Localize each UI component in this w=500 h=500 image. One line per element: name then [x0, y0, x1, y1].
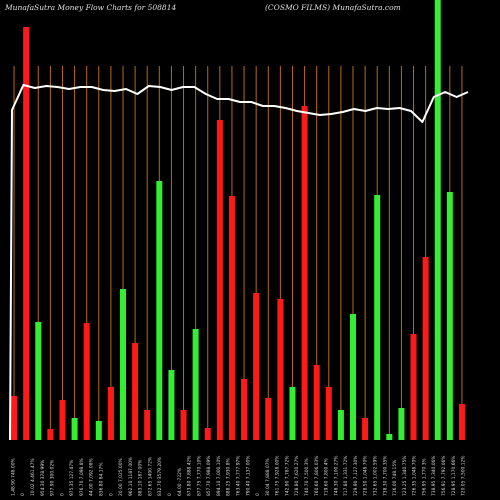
- flow-bar: [265, 398, 272, 440]
- x-tick-label: 894.10 7,000.10%: [216, 456, 222, 496]
- flow-bar: [204, 428, 211, 440]
- flow-bar: [144, 410, 151, 440]
- flow-bar: [313, 365, 320, 440]
- x-tick-label: 790.40 7,137.00%: [245, 456, 251, 496]
- flow-bar: [446, 192, 453, 440]
- flow-bar: [325, 387, 332, 440]
- x-tick-label: 0: [59, 493, 65, 496]
- flow-bar: [362, 418, 369, 440]
- x-tick-label: 728.95 1,170.66%: [451, 456, 457, 496]
- flow-bar: [241, 379, 248, 440]
- flow-bar: [337, 410, 344, 440]
- x-tick-label: 977.90 300.02%: [50, 460, 56, 496]
- x-tick-label: 756.95 1,770.3%: [422, 458, 428, 496]
- x-tick-label: 888.25 7,930.8%: [226, 458, 232, 496]
- x-tick-label: 719.60 7,800.4%: [324, 458, 330, 496]
- flow-bar: [83, 323, 90, 440]
- x-tick-label: 30.04 7,888.07%: [265, 458, 271, 496]
- x-tick-label: 763.40 7,777.97%: [236, 456, 242, 496]
- x-tick-label: 1,48.90 748.00%: [10, 458, 16, 496]
- flow-bar: [386, 434, 393, 440]
- x-tick-label: 832.70 3579.20%: [157, 457, 163, 496]
- x-tick-label: 728.50 1,048.70%: [363, 456, 369, 496]
- x-tick-label: 726.35 1,048.70%: [412, 456, 418, 496]
- flow-bar: [47, 429, 54, 440]
- flow-bar: [398, 408, 405, 440]
- x-tick-label: 883.10 187.00%: [138, 460, 144, 496]
- x-tick-label: 44.00 7,092.08%: [89, 458, 95, 496]
- x-tick-label: 729.90 7,127.30%: [353, 456, 359, 496]
- flow-bar: [132, 343, 139, 440]
- x-tick-label: 10.02 4,461.47%: [30, 458, 36, 496]
- price-line-group: [9, 84, 469, 441]
- x-tick-label: 877.75 7,770.10%: [196, 456, 202, 496]
- flow-bar: [434, 0, 441, 440]
- flow-bar: [253, 293, 260, 440]
- flow-bar: [71, 418, 78, 440]
- chart-subtitle: (COSMO FILMS) MunafaSutra.com: [265, 3, 401, 12]
- x-tick-label: 761.75 7,928.00%: [275, 456, 281, 496]
- x-tick-label: 728.80 7,620.27%: [294, 456, 300, 496]
- x-tick-label: 720.05 7,500.12%: [461, 456, 467, 496]
- x-tick-label: 954.30 378.99%: [40, 460, 46, 496]
- flow-bar: [410, 334, 417, 440]
- price-line: [9, 84, 469, 441]
- flow-bar: [59, 400, 66, 440]
- x-tick-label: 64.00 -722%: [177, 468, 183, 496]
- flow-bar: [168, 370, 175, 440]
- x-tick-label: 742.90 7,787.72%: [284, 456, 290, 496]
- flow-bar: [289, 387, 296, 440]
- flow-bar: [156, 181, 163, 440]
- flow-bar: [458, 404, 465, 440]
- x-tick-label: 732.65 1,002.59%: [373, 456, 379, 496]
- x-tick-label: 857.70 7,988.09%: [206, 456, 212, 496]
- flow-bar: [23, 27, 30, 440]
- x-tick-label: 0: [108, 493, 114, 496]
- flow-bar: [95, 421, 102, 440]
- x-tick-label: 748.30 7,100.27%: [333, 456, 339, 496]
- flow-bar: [228, 196, 235, 440]
- x-tick-label: 976.70 7,098.8%: [79, 458, 85, 496]
- flow-bar: [120, 289, 126, 440]
- flow-bar: [216, 120, 223, 440]
- flow-bar: [301, 106, 308, 440]
- x-tick-label: 962.10 1187.00%: [128, 457, 134, 496]
- x-tick-label: 760.60 7,806.03%: [314, 456, 320, 496]
- x-tick-label: 872.65 1400.72%: [147, 457, 153, 496]
- flow-bar: [350, 314, 356, 440]
- x-tick-labels: 1,48.90 748.00% 0 10.02 4,461.47% 954.30 37…: [10, 456, 466, 496]
- flow-bar: [374, 195, 381, 440]
- x-tick-label: 756.91 7,792.06%: [441, 456, 447, 496]
- x-tick-label: 738.30 7,700.35%: [382, 456, 388, 496]
- flow-bar: [192, 329, 199, 440]
- flow-bar: [35, 322, 42, 440]
- x-tick-label: 717.80 1,331.72%: [343, 456, 349, 496]
- x-tick-label: 740.70 7,500.3%: [304, 458, 310, 496]
- flow-bar: [11, 396, 18, 440]
- x-tick-label: 20.00 7,025.00%: [118, 458, 124, 496]
- flow-bars: [11, 0, 465, 440]
- x-tick-label: 975.35 127.47%: [69, 460, 75, 496]
- x-tick-label: 738.95 7,340.06%: [431, 456, 437, 496]
- flow-bar: [107, 387, 114, 440]
- flow-bar: [180, 410, 187, 440]
- chart-title: MunafaSutra Money Flow Charts for 508814: [5, 3, 177, 12]
- x-tick-label: 0: [167, 493, 173, 496]
- x-tick-label: 0: [20, 493, 26, 496]
- flow-bar: [422, 257, 429, 440]
- x-tick-label: 873.80 7,888.42%: [187, 456, 193, 496]
- x-tick-label: 836.80 84.17%: [99, 462, 105, 496]
- x-tick-label: 723.25 1,340.75%: [402, 456, 408, 496]
- x-tick-label: 716.00 748.15%: [392, 460, 398, 496]
- flow-bar: [277, 299, 284, 440]
- separator-lines: [13, 66, 463, 440]
- x-tick-label: 0: [255, 493, 261, 496]
